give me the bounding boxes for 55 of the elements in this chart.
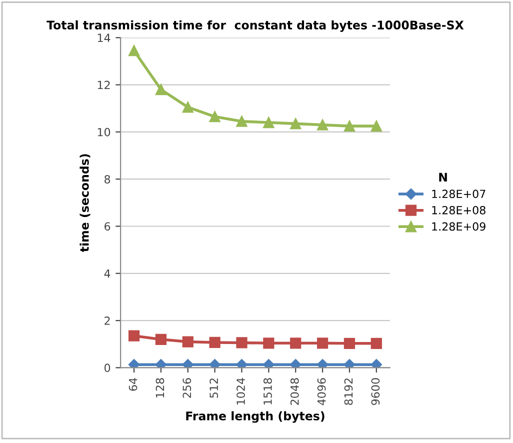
point [182, 102, 194, 113]
point [316, 119, 328, 130]
point [236, 116, 248, 127]
point [236, 337, 248, 348]
y-tick-label: 4 [104, 270, 110, 278]
x-tick-label: 128 [156, 378, 164, 398]
x-axis-title: Frame length (bytes) [186, 411, 324, 423]
legend-label: 1.28E+07 [432, 190, 486, 198]
y-tick-label: 12 [98, 80, 110, 90]
y-tick-label: 6 [104, 222, 110, 231]
point [263, 359, 274, 368]
point [209, 111, 220, 122]
point [290, 338, 302, 349]
point [128, 45, 140, 56]
point [155, 84, 167, 96]
chart-title: Total transmission time for constant data bytes -1000Base-SX [46, 20, 464, 32]
point [263, 116, 274, 128]
point [370, 338, 382, 349]
x-tick-label: 256 [182, 378, 192, 398]
point [316, 338, 328, 349]
legend-title: N [439, 172, 447, 182]
point [155, 334, 167, 345]
point [290, 118, 302, 130]
y-tick-label: 10 [98, 128, 110, 136]
point [182, 336, 194, 348]
x-tick-label: 1518 [264, 378, 272, 404]
x-tick-label: 64 [128, 378, 138, 391]
legend-label: 1.28E+09 [432, 222, 486, 231]
point [263, 338, 274, 349]
point [316, 359, 328, 368]
point [344, 338, 356, 349]
y-tick-label: 2 [104, 316, 110, 325]
point [155, 359, 167, 368]
point [290, 359, 302, 368]
point [370, 120, 382, 132]
x-tick-label: 8192 [344, 378, 353, 405]
point [344, 120, 356, 132]
y-tick-label: 14 [98, 34, 110, 42]
x-tick-label: 1024 [236, 378, 245, 404]
point [182, 359, 194, 368]
legend-label: 1.28E+08 [432, 206, 486, 214]
point [209, 359, 220, 368]
y-tick-label: 0 [104, 364, 110, 372]
x-tick-label: 9600 [371, 378, 380, 405]
point [236, 359, 248, 368]
point [128, 359, 140, 368]
x-tick-label: 4096 [317, 378, 326, 406]
x-tick-label: 2048 [290, 378, 299, 405]
point [128, 330, 140, 342]
x-tick-label: 512 [210, 378, 218, 398]
point [344, 359, 356, 368]
y-axis-title: time (seconds) [80, 154, 90, 252]
y-tick-label: 8 [104, 175, 110, 184]
point [370, 359, 382, 368]
point [209, 336, 220, 348]
